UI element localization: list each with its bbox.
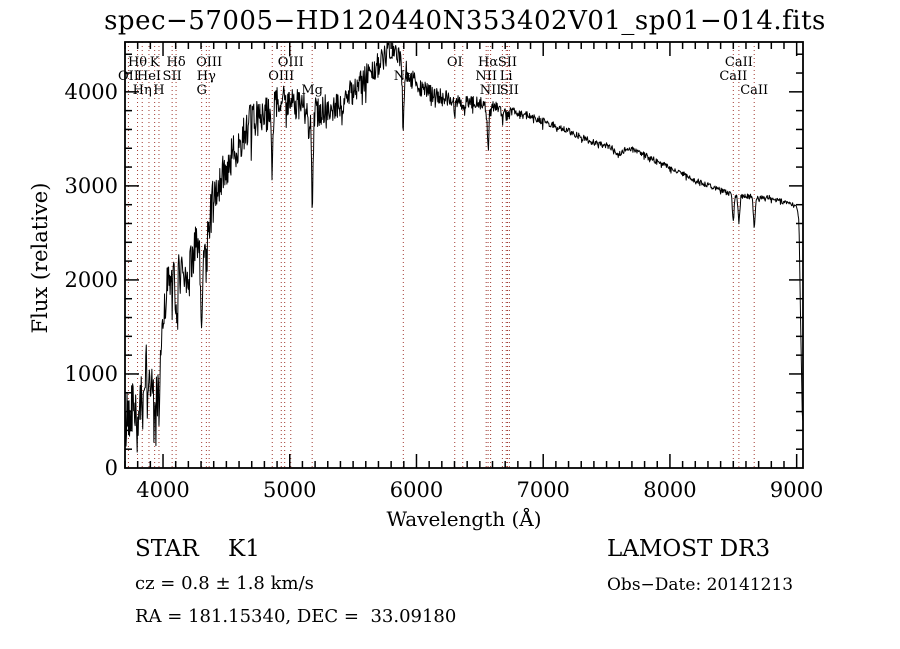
object-class-text: STAR K1 <box>135 536 260 562</box>
spectral-line-label: NII <box>475 69 497 84</box>
plot-border <box>124 41 804 469</box>
x-tick-label: 7000 <box>516 478 569 502</box>
spectral-line-label: Hδ <box>166 55 185 70</box>
spectral-line-label: OIII <box>196 55 222 70</box>
spectral-line-label: CaII <box>740 83 768 98</box>
spectral-line-label: Hη <box>133 83 152 98</box>
spectral-line-label: OIII <box>268 69 294 84</box>
spectral-line-label: NII <box>480 83 502 98</box>
spectral-line-label: OIII <box>278 55 304 70</box>
spectral-line-label: K <box>150 55 160 70</box>
spectral-line-label: SII <box>500 83 519 98</box>
spectrum-line <box>124 42 804 467</box>
spectral-line-label: Hγ <box>197 69 216 84</box>
spectral-line-label: Mg <box>301 83 323 98</box>
y-tick-label: 3000 <box>65 174 118 198</box>
spectral-line-label: Li <box>500 69 513 84</box>
y-tick-label: 2000 <box>65 268 118 292</box>
y-tick-label: 1000 <box>65 362 118 386</box>
x-tick-label: 8000 <box>643 478 696 502</box>
spectral-line-label: HeI <box>137 69 161 84</box>
x-tick-label: 9000 <box>770 478 823 502</box>
spectral-line-label: OII <box>118 69 139 84</box>
spectral-line-label: SII <box>498 55 517 70</box>
survey-text: LAMOST DR3 <box>607 536 771 562</box>
spectral-line-label: OI <box>447 55 463 70</box>
spectral-line-label: Hθ <box>128 55 147 70</box>
x-tick-label: 6000 <box>390 478 443 502</box>
y-tick-label: 4000 <box>65 80 118 104</box>
x-axis-label: Wavelength (Å) <box>386 507 542 531</box>
cz-text: cz = 0.8 ± 1.8 km/s <box>135 573 314 594</box>
x-tick-label: 4000 <box>136 478 189 502</box>
x-tick-label: 5000 <box>263 478 316 502</box>
spectral-line-label: Hα <box>478 55 498 70</box>
spectral-line-label: CaII <box>719 69 747 84</box>
spectral-line-label: SII <box>163 69 182 84</box>
spectral-line-label: H <box>153 83 164 98</box>
obs-date-text: Obs−Date: 20141213 <box>607 575 794 595</box>
y-tick-label: 0 <box>105 456 118 480</box>
plot-title: spec−57005−HD120440N353402V01_sp01−014.f… <box>104 6 826 36</box>
spectral-line-label: G <box>196 83 206 98</box>
spectral-line-label: CaII <box>725 55 753 70</box>
radec-text: RA = 181.15340, DEC = 33.09180 <box>135 606 457 627</box>
